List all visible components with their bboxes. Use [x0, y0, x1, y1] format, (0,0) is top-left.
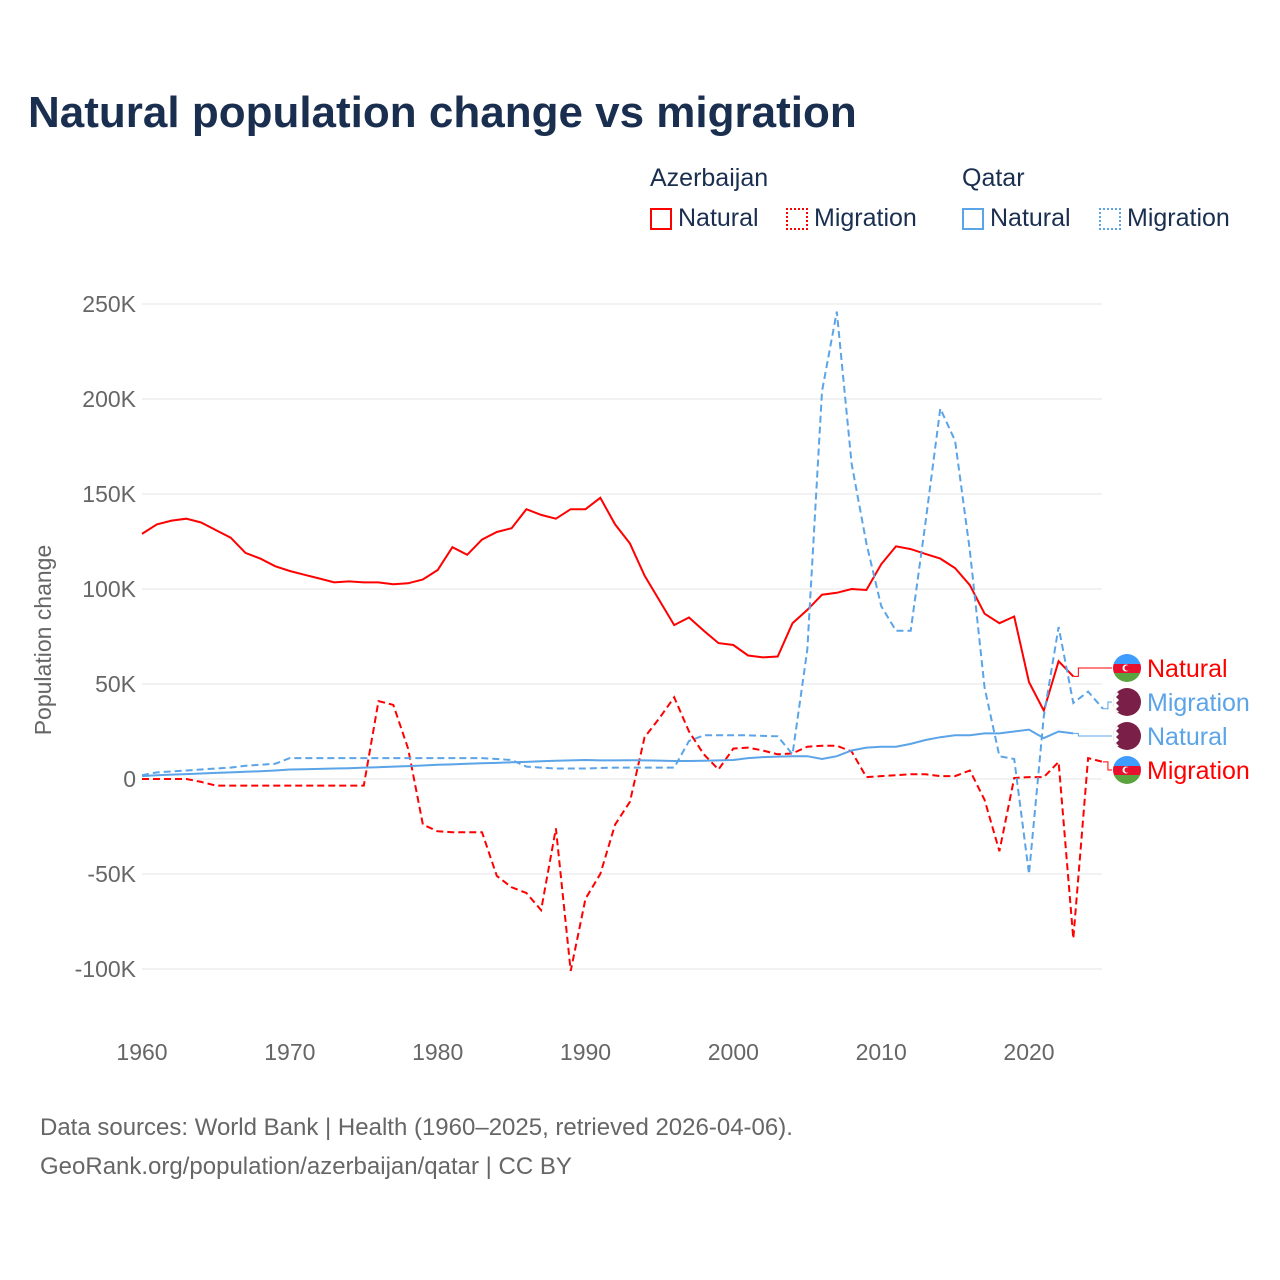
footer-sources: Data sources: World Bank | Health (1960–…: [40, 1114, 793, 1141]
x-tick-label: 2000: [708, 1039, 759, 1065]
x-tick-label: 2010: [856, 1039, 907, 1065]
y-tick-label: 0: [123, 766, 136, 792]
chart-title: Natural population change vs migration: [28, 88, 857, 137]
y-axis-label: Population change: [30, 545, 56, 736]
end-label-connector: [1073, 667, 1112, 677]
y-tick-label: -100K: [75, 956, 137, 982]
legend-group-azerbaijan: Azerbaijan: [650, 164, 769, 192]
series-line-azerbaijan-natural[interactable]: [141, 496, 1075, 714]
x-tick-label: 1980: [412, 1039, 463, 1065]
end-label: Natural: [1147, 723, 1228, 751]
end-label: Natural: [1147, 655, 1228, 683]
y-tick-label: 150K: [82, 481, 136, 507]
x-tick-label: 1960: [116, 1039, 167, 1065]
flag-qatar-icon: [1113, 688, 1141, 716]
flag-azerbaijan-icon: [1113, 756, 1141, 784]
legend-qatar-natural[interactable]: Natural: [962, 204, 1071, 233]
end-label-connector: [1102, 701, 1112, 710]
legend-qatar-migration[interactable]: Migration: [1099, 204, 1230, 233]
flag-azerbaijan-icon: [1113, 654, 1141, 682]
y-tick-label: -50K: [87, 861, 136, 887]
legend-swatch-dotted: [786, 207, 808, 230]
x-tick-label: 1990: [560, 1039, 611, 1065]
legend-label: Natural: [678, 204, 759, 232]
y-tick-label: 100K: [82, 576, 136, 602]
legend-group-qatar: Qatar: [962, 164, 1025, 192]
legend-label: Natural: [990, 204, 1071, 232]
legend-swatch-solid: [962, 207, 984, 230]
y-tick-label: 250K: [82, 291, 136, 317]
end-label: Migration: [1147, 757, 1250, 785]
flag-qatar-icon: [1113, 722, 1141, 750]
legend-azerbaijan-migration[interactable]: Migration: [786, 204, 917, 233]
legend-label: Migration: [814, 204, 917, 232]
legend-swatch-dotted: [1099, 207, 1121, 230]
end-label-connector: [1102, 761, 1112, 771]
series-line-azerbaijan-migration[interactable]: [142, 695, 1104, 972]
footer-link[interactable]: GeoRank.org/population/azerbaijan/qatar …: [40, 1153, 572, 1180]
y-tick-label: 200K: [82, 386, 136, 412]
series-line-qatar-migration[interactable]: [141, 311, 1104, 875]
y-tick-label: 50K: [95, 671, 137, 697]
series-line-qatar-natural[interactable]: [141, 728, 1074, 778]
legend-swatch-solid: [650, 207, 672, 230]
x-tick-label: 1970: [264, 1039, 315, 1065]
x-tick-label: 2020: [1003, 1039, 1054, 1065]
footer: Data sources: World Bank | Health (1960–…: [40, 1108, 793, 1186]
legend-label: Migration: [1127, 204, 1230, 232]
end-label: Migration: [1147, 689, 1250, 717]
end-label-connector: [1073, 732, 1112, 737]
legend-azerbaijan-natural[interactable]: Natural: [650, 204, 759, 233]
